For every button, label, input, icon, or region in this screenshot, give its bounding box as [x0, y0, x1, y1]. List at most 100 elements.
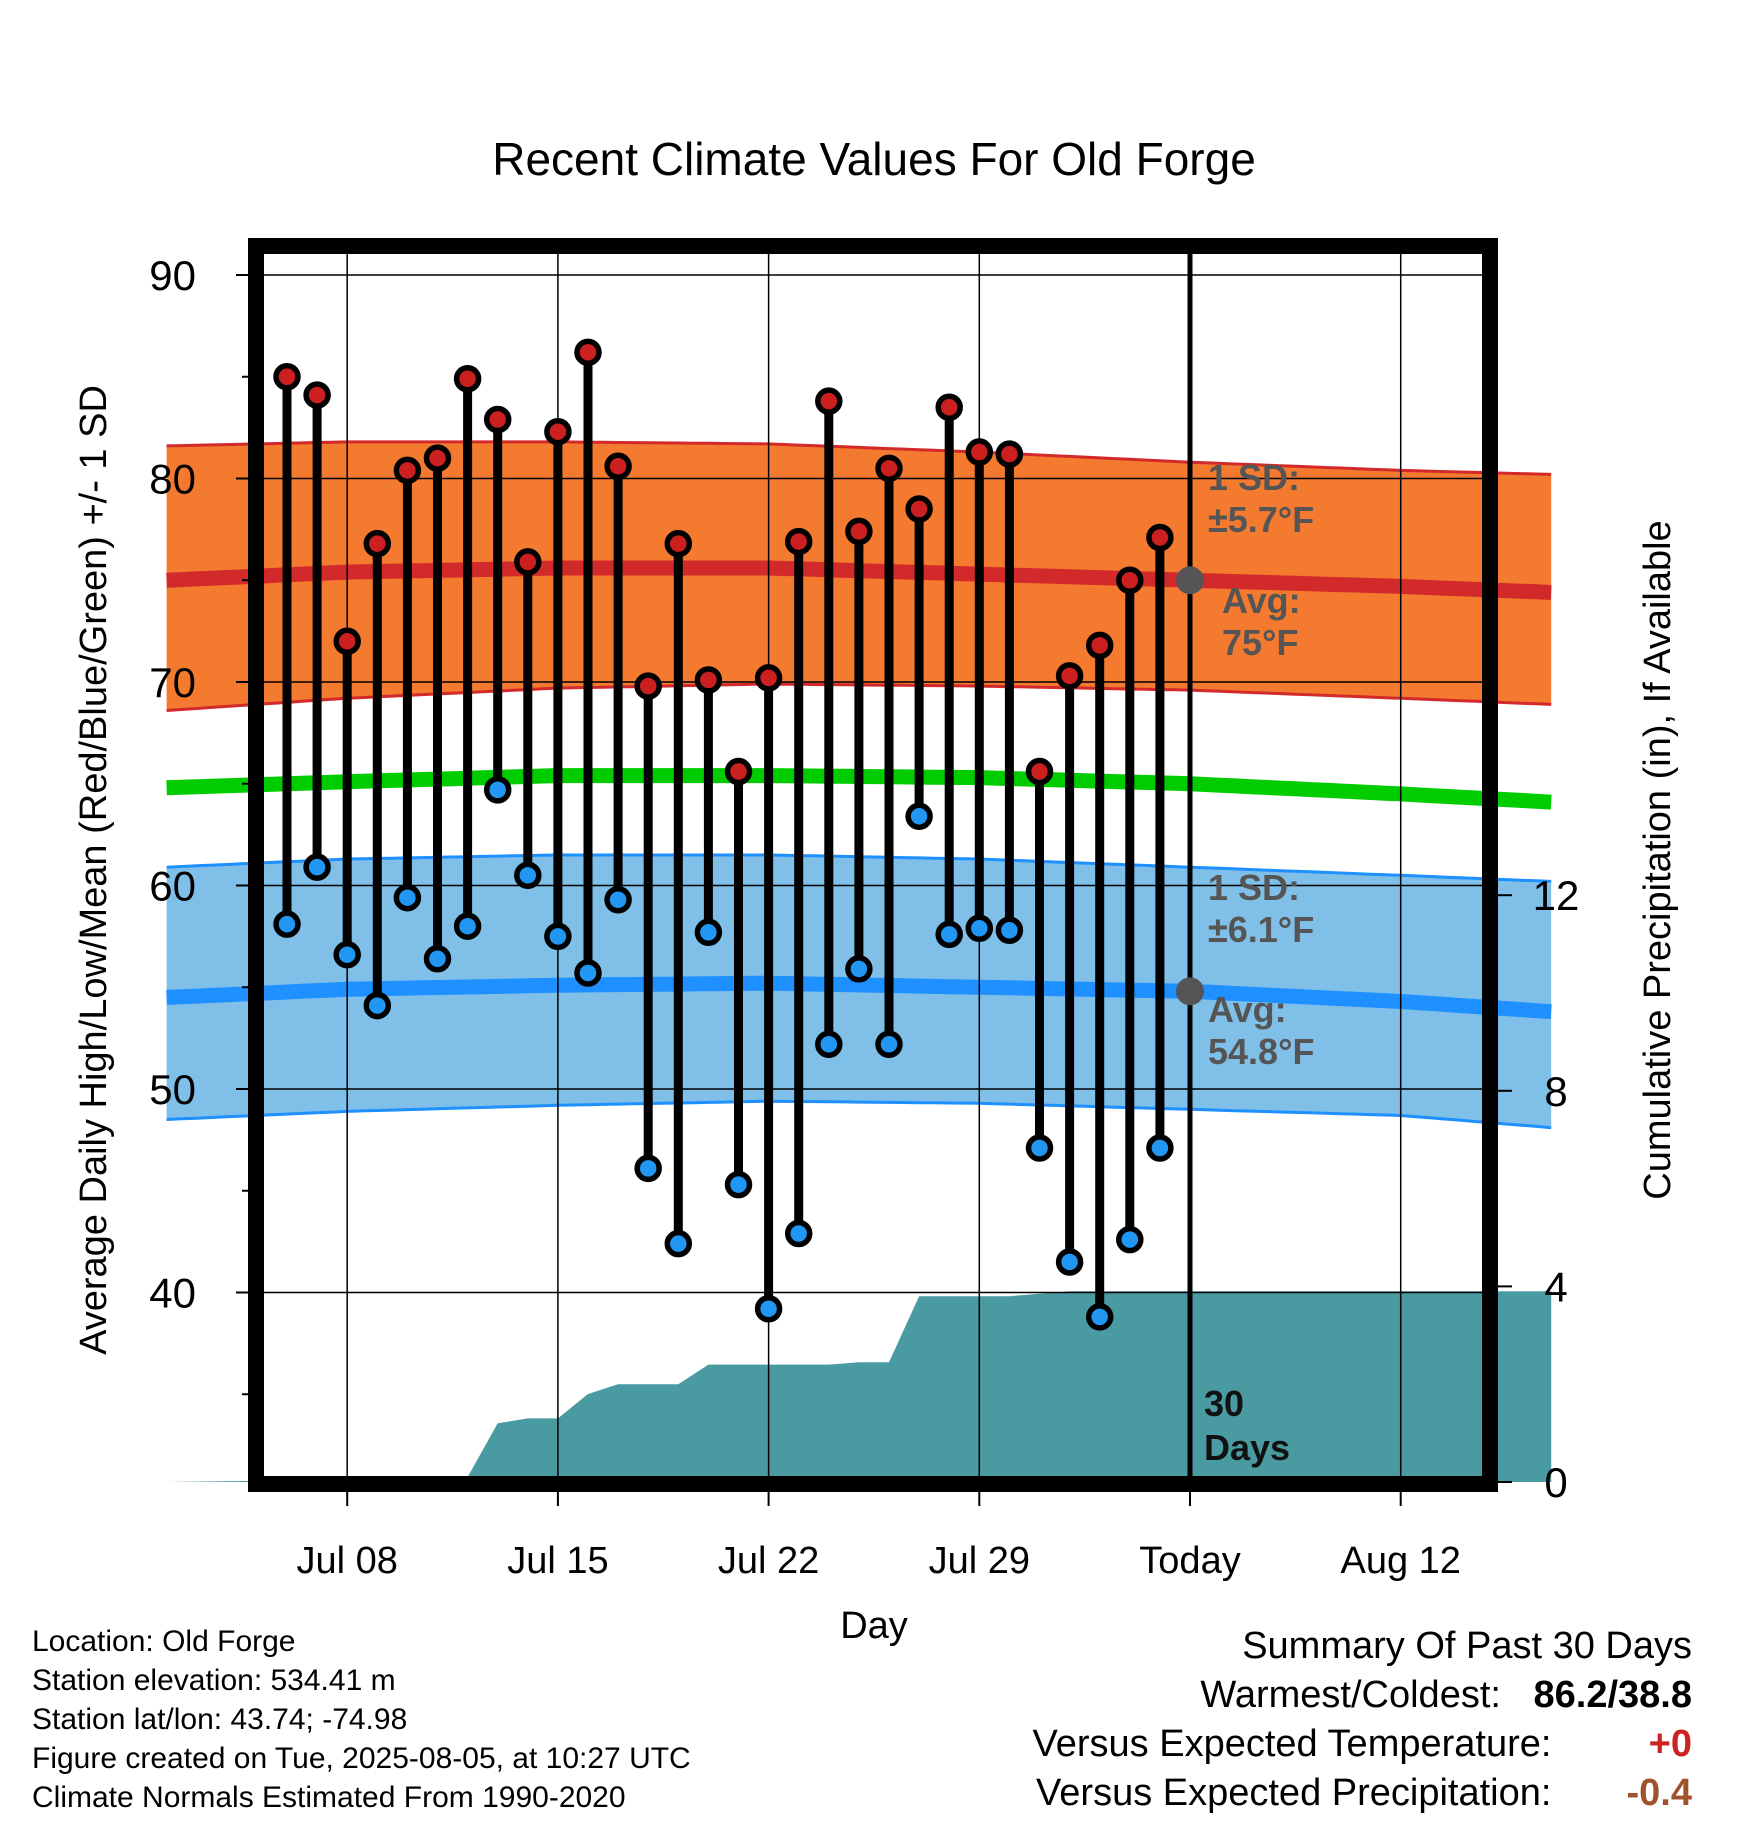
location-text: Location: Old Forge — [32, 1625, 296, 1658]
warm-cold-row: Warmest/Coldest: 86.2/38.8 — [1033, 1671, 1692, 1720]
daily-low-point — [995, 916, 1024, 945]
daily-high-point — [483, 405, 512, 434]
low-avg-marker — [1176, 977, 1204, 1006]
daily-low-point — [1085, 1303, 1114, 1331]
daily-high-point — [514, 548, 542, 576]
y-tick-label: 70 — [149, 659, 196, 706]
daily-low-point — [363, 991, 392, 1020]
y-axis-title: Average Daily High/Low/Mean (Red/Blue/Gr… — [73, 385, 115, 1355]
daily-low-point — [694, 918, 723, 947]
high-sd-upper-line — [166, 440, 1552, 476]
precip-row: Versus Expected Precipitation: -0.4 — [1033, 1769, 1692, 1818]
daily-high-point — [845, 517, 873, 546]
daily-high-point — [423, 444, 452, 472]
daily-high-point — [273, 363, 301, 391]
high-avg-label: Avg: — [1222, 580, 1301, 621]
daily-low-point — [634, 1154, 662, 1183]
daily-high-point — [905, 495, 933, 523]
daily-high-point — [965, 438, 994, 466]
low-sd-value: ±6.1°F — [1208, 909, 1314, 950]
x-tick-label: Jul 29 — [929, 1540, 1030, 1582]
latlon-text: Station lat/lon: 43.74; -74.98 — [32, 1703, 408, 1736]
daily-high-point — [574, 338, 602, 367]
x-tick-label: Today — [1139, 1540, 1240, 1582]
daily-low-point — [1146, 1134, 1174, 1162]
y-tick-label: 50 — [149, 1066, 196, 1113]
daily-low-point — [724, 1170, 753, 1199]
low-sd-label: 1 SD: — [1208, 867, 1300, 908]
daily-low-point — [514, 861, 542, 890]
daily-high-point — [935, 393, 963, 422]
daily-low-point — [393, 883, 422, 912]
summary-title: Summary Of Past 30 Days — [1242, 1625, 1692, 1667]
daily-low-point — [273, 910, 301, 938]
daily-high-point — [634, 672, 662, 700]
daily-low-point — [1116, 1225, 1144, 1254]
precip-label: Versus Expected Precipitation: — [1036, 1772, 1552, 1814]
daily-high-point — [544, 417, 572, 446]
temp-value: +0 — [1648, 1723, 1692, 1765]
y-tick-label: 60 — [149, 863, 196, 910]
normals-text: Climate Normals Estimated From 1990-2020 — [32, 1781, 626, 1814]
daily-low-point — [333, 940, 361, 969]
days-marker-label: Days — [1204, 1427, 1290, 1468]
low-avg-value: 54.8°F — [1208, 1031, 1314, 1072]
daily-high-point — [995, 440, 1024, 468]
elevation-text: Station elevation: 534.41 m — [32, 1664, 396, 1697]
daily-high-point — [303, 381, 331, 409]
daily-low-point — [784, 1219, 813, 1248]
daily-high-point — [815, 387, 843, 415]
normal-low-line — [166, 975, 1552, 1020]
daily-high-point — [604, 452, 632, 481]
x-tick-label: Jul 15 — [507, 1540, 608, 1582]
daily-low-point — [815, 1030, 843, 1058]
summary-panel: Summary Of Past 30 Days Warmest/Coldest:… — [1033, 1622, 1692, 1818]
y2-tick-label: 4 — [1544, 1263, 1567, 1310]
daily-high-point — [1146, 523, 1174, 552]
x-axis-title: Day — [840, 1605, 908, 1647]
created-text: Figure created on Tue, 2025-08-05, at 10… — [32, 1742, 691, 1775]
warm-cold-label: Warmest/Coldest: — [1200, 1674, 1501, 1716]
plot-frame — [248, 238, 1498, 1492]
daily-low-point — [604, 885, 632, 914]
daily-high-point — [784, 527, 813, 556]
x-tick-label: Aug 12 — [1340, 1540, 1460, 1582]
y-tick-label: 80 — [149, 456, 196, 503]
daily-low-point — [754, 1295, 783, 1323]
chart-title: Recent Climate Values For Old Forge — [492, 133, 1256, 185]
days-marker-number: 30 — [1204, 1383, 1244, 1424]
daily-high-point — [363, 529, 392, 558]
temp-row: Versus Expected Temperature: +0 — [1033, 1720, 1692, 1769]
daily-low-point — [453, 912, 482, 940]
daily-low-point — [423, 945, 452, 973]
daily-low-point — [303, 853, 331, 881]
y2-tick-label: 8 — [1544, 1068, 1567, 1115]
cumulative-precip-area — [166, 1291, 1552, 1482]
station-info: Location: Old Forge Station elevation: 5… — [32, 1622, 691, 1817]
daily-high-point — [664, 529, 693, 558]
y2-tick-label: 0 — [1544, 1459, 1567, 1506]
daily-low-point — [905, 802, 933, 831]
high-avg-marker — [1176, 566, 1204, 595]
daily-high-point — [1116, 566, 1144, 594]
y2-axis-title: Cumulative Precipitation (in), If Availa… — [1637, 520, 1679, 1199]
daily-high-point — [724, 757, 753, 786]
daily-low-point — [845, 955, 873, 983]
low-avg-label: Avg: — [1208, 989, 1287, 1030]
daily-high-point — [1055, 662, 1084, 690]
daily-high-point — [393, 456, 422, 485]
daily-high-point — [1025, 757, 1054, 786]
high-sd-label: 1 SD: — [1208, 457, 1300, 498]
y-tick-label: 40 — [149, 1270, 196, 1317]
y-tick-label: 90 — [149, 252, 196, 299]
daily-low-point — [544, 922, 572, 951]
x-tick-label: Jul 22 — [718, 1540, 819, 1582]
high-avg-value: 75°F — [1222, 622, 1298, 663]
daily-low-point — [935, 920, 963, 949]
low-sd-lower-line — [166, 1099, 1552, 1130]
daily-low-point — [483, 776, 512, 804]
daily-high-point — [754, 664, 783, 692]
daily-high-point — [453, 365, 482, 393]
daily-high-point — [333, 627, 361, 656]
